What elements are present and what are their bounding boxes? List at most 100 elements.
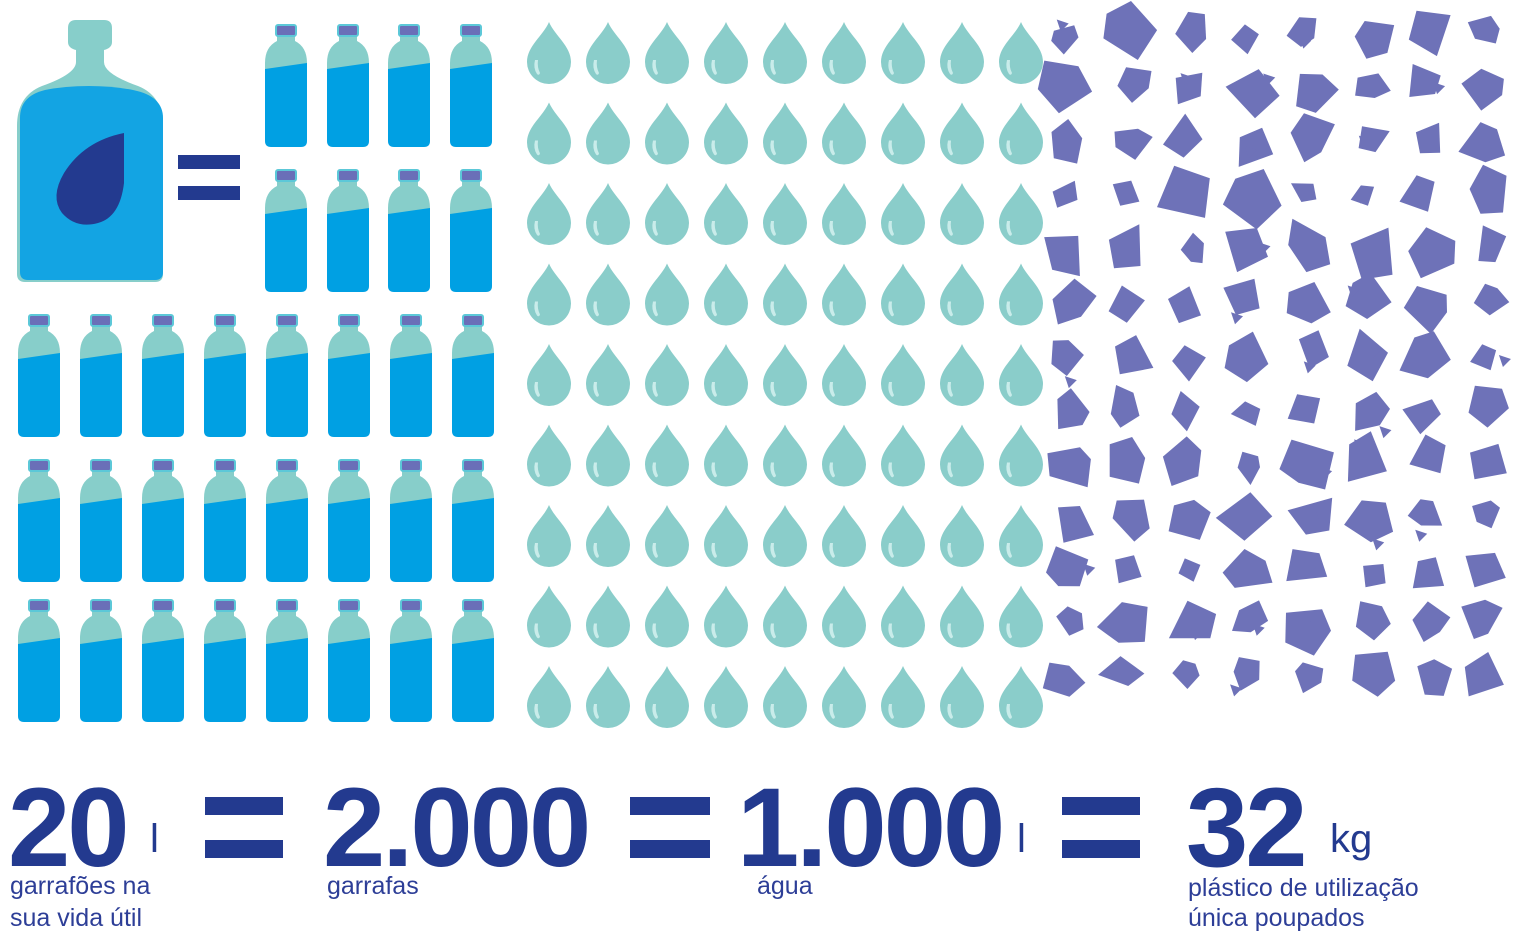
- plastic-shard: [1409, 434, 1446, 474]
- bottle-body: [80, 353, 122, 437]
- plastic-shard: [1412, 557, 1445, 589]
- bottle: [390, 599, 432, 722]
- plastic-shard: [1175, 11, 1207, 53]
- icons: [17, 1, 1511, 728]
- bottle: [204, 459, 246, 582]
- drop-shape: [999, 263, 1043, 326]
- drop-highlight: [888, 704, 894, 719]
- plastic-shard: [1171, 391, 1200, 432]
- drop-highlight: [711, 623, 717, 639]
- bottle-body: [390, 353, 432, 437]
- bottle-neck: [204, 325, 246, 363]
- drop-shape: [704, 102, 748, 165]
- plastic-shard: [1363, 564, 1386, 588]
- drop-shape: [999, 424, 1043, 487]
- drop-shape: [763, 344, 807, 406]
- plastic-shard: [1231, 312, 1244, 325]
- plastic-shard: [1168, 600, 1217, 639]
- plastic-shard: [1051, 25, 1079, 55]
- plastic-shard: [1379, 426, 1392, 439]
- plastic-shard: [1291, 183, 1317, 202]
- plastic-shard: [1098, 656, 1145, 686]
- water-drop: [527, 505, 571, 567]
- drop-highlight: [711, 140, 717, 156]
- plastic-shard: [1083, 563, 1096, 576]
- stat-caption: plástico de utilização: [1188, 874, 1419, 902]
- bottle: [265, 24, 307, 147]
- bottle-body: [80, 498, 122, 582]
- bottle-cap: [398, 24, 420, 37]
- plastic-shard: [1296, 73, 1339, 113]
- drop-shape: [999, 22, 1043, 84]
- plastic-shard: [1478, 225, 1507, 263]
- drop-highlight: [593, 623, 599, 639]
- drop-shape: [940, 424, 984, 487]
- drop-highlight: [829, 60, 835, 75]
- water-drop: [704, 102, 748, 165]
- drop-highlight: [829, 462, 835, 478]
- water-drop: [586, 585, 630, 648]
- bottle: [450, 169, 492, 292]
- bottle: [265, 169, 307, 292]
- water-drop: [940, 22, 984, 84]
- bottle-cap: [214, 459, 236, 472]
- equals-bar: [205, 840, 283, 858]
- bottle: [18, 459, 60, 582]
- drop-shape: [704, 344, 748, 406]
- bottle-neck: [142, 470, 184, 508]
- drop-shape: [645, 263, 689, 326]
- bottle: [450, 24, 492, 147]
- plastic-shard: [1287, 497, 1333, 535]
- bottle: [390, 459, 432, 582]
- drop-shape: [881, 505, 925, 567]
- plastic-shard: [1356, 191, 1369, 204]
- bottle: [452, 459, 494, 582]
- drop-shape: [586, 22, 630, 84]
- bottle-cap: [214, 314, 236, 327]
- plastic-shard: [1163, 113, 1203, 158]
- plastic-shard: [1238, 127, 1274, 167]
- bottle-neck: [80, 325, 122, 363]
- bottle-body: [452, 353, 494, 437]
- water-drop: [645, 344, 689, 406]
- drop-highlight: [888, 543, 894, 558]
- water-drop: [763, 424, 807, 487]
- bottle-body: [388, 208, 430, 292]
- plastic-shard: [1415, 122, 1441, 154]
- bottle: [80, 314, 122, 437]
- drop-shape: [940, 666, 984, 728]
- plastic-shard: [1230, 401, 1261, 426]
- bottle: [328, 314, 370, 437]
- drop-highlight: [652, 60, 658, 75]
- water-drop: [645, 666, 689, 728]
- bottle-neck: [18, 470, 60, 508]
- water-drop: [822, 344, 866, 406]
- drop-shape: [999, 585, 1043, 648]
- plastic-shard: [1464, 652, 1504, 697]
- bottle-body: [142, 498, 184, 582]
- bottle-cap: [338, 314, 360, 327]
- plastic-shard: [1058, 506, 1094, 543]
- plastic-shard: [1372, 538, 1385, 551]
- water-drop: [645, 183, 689, 245]
- drop-highlight: [947, 60, 953, 75]
- plastic-shard: [1314, 507, 1327, 520]
- drop-shape: [763, 585, 807, 648]
- bottle-body: [18, 353, 60, 437]
- drop-highlight: [711, 301, 717, 317]
- plastic-shard: [1468, 385, 1509, 428]
- water-drop: [586, 424, 630, 487]
- plastic-shard: [1488, 141, 1501, 154]
- plastic-shard: [1470, 344, 1497, 371]
- plastic-shard: [1498, 354, 1511, 367]
- water-drop: [999, 183, 1043, 245]
- drop-shape: [822, 263, 866, 326]
- water-drop: [940, 666, 984, 728]
- bottle: [266, 459, 308, 582]
- bottle-body: [452, 638, 494, 722]
- water-drop: [999, 666, 1043, 728]
- plastic-shard: [1345, 272, 1392, 319]
- drop-shape: [586, 102, 630, 165]
- water-drop: [704, 22, 748, 84]
- drop-shape: [940, 263, 984, 326]
